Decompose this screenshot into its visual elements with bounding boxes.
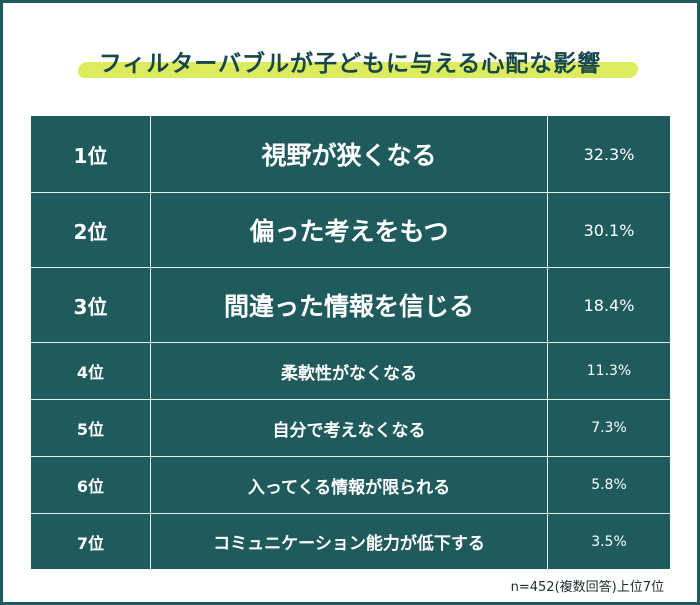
item-label: 入ってくる情報が限られる	[151, 457, 548, 513]
rank-cell: 2位	[31, 193, 151, 267]
table-row: 7位 コミュニケーション能力が低下する 3.5%	[31, 513, 670, 569]
percent-value: 18.4%	[583, 295, 635, 315]
rank-cell: 4位	[31, 343, 151, 399]
percent-value: 11.3%	[586, 363, 632, 379]
chart-title: フィルターバブルが子どもに与える心配な影響	[98, 51, 602, 77]
item-label: 自分で考えなくなる	[151, 400, 548, 456]
item-label: 偏った考えをもつ	[151, 193, 548, 267]
table-row: 1位 視野が狭くなる 32.3%	[31, 116, 670, 192]
percent-value: 7.3%	[591, 420, 627, 436]
table-row: 5位 自分で考えなくなる 7.3%	[31, 399, 670, 456]
item-label: コミュニケーション能力が低下する	[151, 514, 548, 569]
title-area: フィルターバブルが子どもに与える心配な影響	[0, 40, 700, 86]
rank-cell: 3位	[31, 268, 151, 342]
percent-value: 32.3%	[583, 144, 635, 164]
rank-cell: 1位	[31, 116, 151, 192]
rank-cell: 5位	[31, 400, 151, 456]
sample-note: n=452(複数回答)上位7位	[510, 580, 664, 595]
table-row: 6位 入ってくる情報が限られる 5.8%	[31, 456, 670, 513]
item-label: 柔軟性がなくなる	[151, 343, 548, 399]
table-row: 3位 間違った情報を信じる 18.4%	[31, 267, 670, 342]
percent-value: 30.1%	[583, 220, 635, 240]
percent-value: 3.5%	[591, 533, 627, 550]
item-label: 視野が狭くなる	[151, 116, 548, 192]
rank-cell: 7位	[31, 514, 151, 569]
table-row: 4位 柔軟性がなくなる 11.3%	[31, 342, 670, 399]
item-label: 間違った情報を信じる	[151, 268, 548, 342]
table-row: 2位 偏った考えをもつ 30.1%	[31, 192, 670, 267]
rank-cell: 6位	[31, 457, 151, 513]
percent-value: 5.8%	[591, 477, 627, 493]
ranking-table: 1位 視野が狭くなる 32.3% 2位 偏った考えをもつ 30.1% 3位 間違…	[31, 116, 670, 569]
